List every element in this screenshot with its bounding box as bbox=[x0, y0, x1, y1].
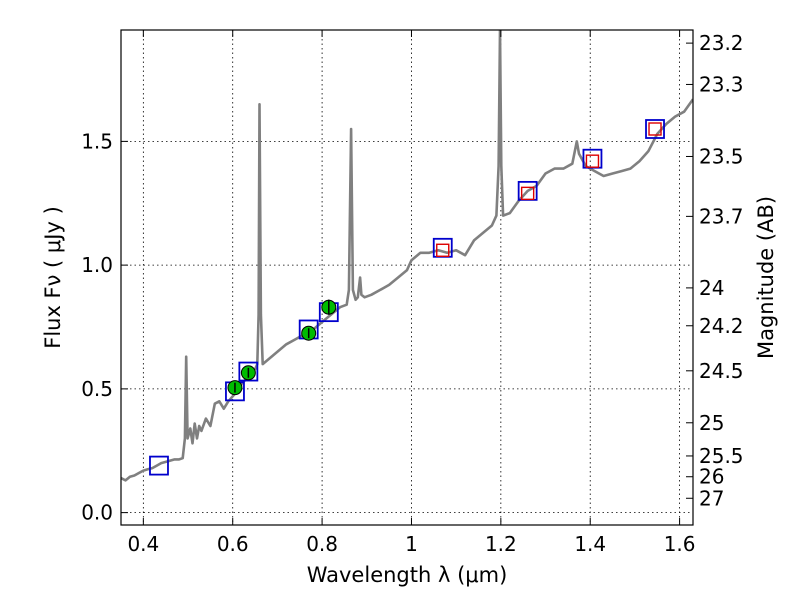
model-photometry-point bbox=[149, 455, 169, 476]
y2-axis-label: Magnitude (AB) bbox=[754, 196, 778, 359]
y-tick-label: 0.5 bbox=[81, 377, 113, 401]
y-tick-label: 1.5 bbox=[81, 129, 113, 153]
y2-tick-label: 24 bbox=[699, 276, 724, 300]
x-tick-label: 0.8 bbox=[306, 532, 338, 556]
y2-tick-label: 24.2 bbox=[699, 314, 744, 338]
y2-tick-label: 23.5 bbox=[699, 144, 744, 168]
x-axis-label: Wavelength λ (μm) bbox=[307, 563, 508, 587]
y2-tick-label: 23.3 bbox=[699, 72, 744, 96]
y-axis-label: Flux Fν ( μJy ) bbox=[41, 206, 65, 349]
y2-tick-label: 25.5 bbox=[699, 444, 744, 468]
nir-photometry-point bbox=[520, 186, 535, 201]
model-photometry-point bbox=[645, 119, 665, 139]
spectrum-line bbox=[121, 30, 693, 482]
y2-tick-label: 23.7 bbox=[699, 204, 744, 228]
data-layer bbox=[121, 30, 693, 482]
x-tick-label: 1 bbox=[405, 532, 418, 556]
x-tick-label: 0.6 bbox=[217, 532, 249, 556]
y2-tick-label: 24.5 bbox=[699, 359, 744, 383]
grid-lines bbox=[121, 30, 693, 525]
x-tick-label: 0.4 bbox=[127, 532, 159, 556]
plot-frame bbox=[120, 29, 694, 526]
model-photometry-point bbox=[238, 361, 259, 382]
y2-tick-label: 23.2 bbox=[699, 31, 744, 55]
y2-tick-label: 25 bbox=[699, 411, 724, 435]
axes: 0.4 0.6 0.8 1 1.2 1.4 1.6 0.0 0.5 1.0 1.5 23.2 23.3 2… bbox=[81, 30, 744, 556]
y-tick-label: 0.0 bbox=[81, 501, 113, 525]
nir-photometry-point bbox=[585, 154, 600, 168]
x-tick-label: 1.4 bbox=[574, 532, 606, 556]
y2-tick-label: 27 bbox=[699, 486, 724, 510]
nir-photometry-point bbox=[436, 243, 450, 257]
y-tick-label: 1.0 bbox=[81, 253, 113, 277]
nir-photometry-point bbox=[648, 122, 662, 136]
y2-tick-label: 26 bbox=[699, 465, 724, 489]
x-tick-label: 1.6 bbox=[664, 532, 696, 556]
x-tick-label: 1.2 bbox=[485, 532, 517, 556]
